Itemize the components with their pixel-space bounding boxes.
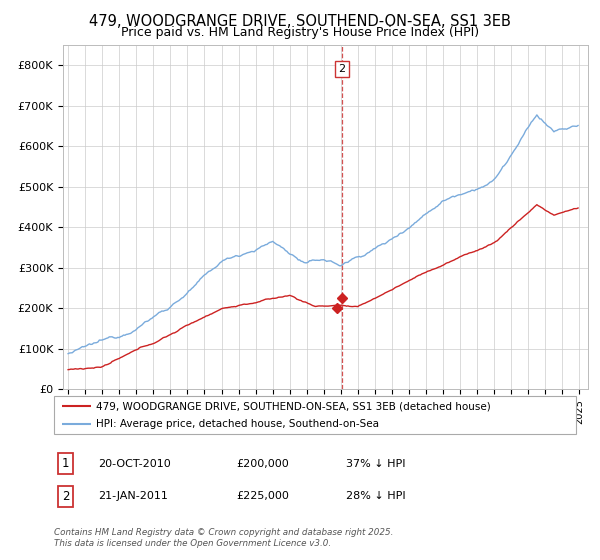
Text: 20-OCT-2010: 20-OCT-2010 xyxy=(98,459,171,469)
Text: 28% ↓ HPI: 28% ↓ HPI xyxy=(346,491,406,501)
Text: 2: 2 xyxy=(62,489,69,503)
Text: £200,000: £200,000 xyxy=(236,459,289,469)
FancyBboxPatch shape xyxy=(54,396,576,434)
Text: Price paid vs. HM Land Registry's House Price Index (HPI): Price paid vs. HM Land Registry's House … xyxy=(121,26,479,39)
Text: 479, WOODGRANGE DRIVE, SOUTHEND-ON-SEA, SS1 3EB (detached house): 479, WOODGRANGE DRIVE, SOUTHEND-ON-SEA, … xyxy=(96,401,491,411)
Text: 2: 2 xyxy=(338,64,345,74)
Text: Contains HM Land Registry data © Crown copyright and database right 2025.
This d: Contains HM Land Registry data © Crown c… xyxy=(54,528,394,548)
Text: 37% ↓ HPI: 37% ↓ HPI xyxy=(346,459,406,469)
Text: HPI: Average price, detached house, Southend-on-Sea: HPI: Average price, detached house, Sout… xyxy=(96,419,379,430)
Text: £225,000: £225,000 xyxy=(236,491,290,501)
Text: 479, WOODGRANGE DRIVE, SOUTHEND-ON-SEA, SS1 3EB: 479, WOODGRANGE DRIVE, SOUTHEND-ON-SEA, … xyxy=(89,14,511,29)
Text: 1: 1 xyxy=(62,457,69,470)
Text: 21-JAN-2011: 21-JAN-2011 xyxy=(98,491,168,501)
